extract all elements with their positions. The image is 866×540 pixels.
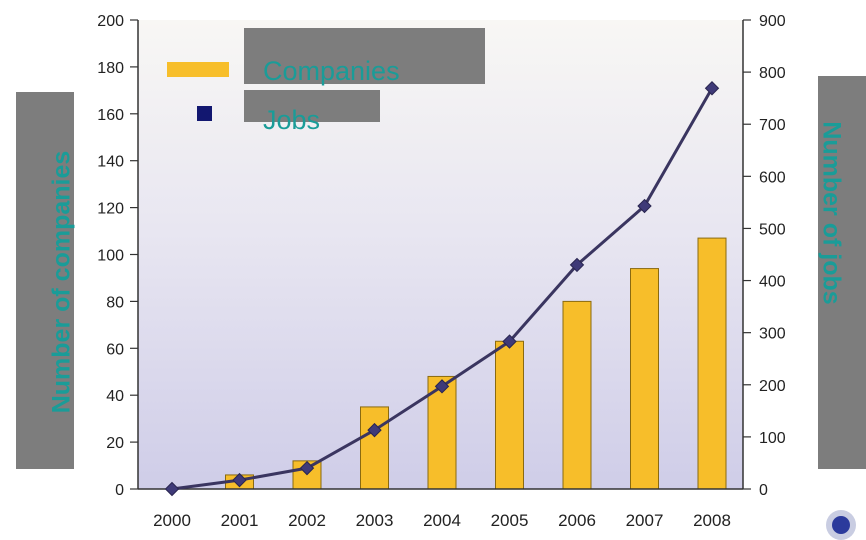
y2-tick-label-100: 100 [759,430,786,447]
y-tick-label-60: 60 [106,341,124,358]
y-tick-label-120: 120 [97,201,124,218]
x-tick-label-2005: 2005 [491,511,529,530]
y2-tick-label-900: 900 [759,13,786,30]
x-tick-label-2001: 2001 [221,511,259,530]
y-tick-label-140: 140 [97,154,124,171]
x-tick-label-2007: 2007 [626,511,664,530]
marker-jobs-2006 [569,257,585,273]
marker-jobs-2008 [704,81,720,96]
x-tick-label-2000: 2000 [153,511,191,530]
bar-companies-2005 [495,340,524,490]
bar-companies-2007 [630,268,659,490]
legend-label-companies: Companies [263,56,400,86]
marker-jobs-2003 [367,422,382,438]
legend-marker-jobs [197,106,212,121]
legend-label-box-jobs [244,90,380,122]
x-tick-label-2006: 2006 [558,511,596,530]
y2-tick-label-800: 800 [759,65,786,82]
bar-companies-2008 [697,237,727,490]
marker-jobs-2002 [299,460,315,476]
x-tick-label-2004: 2004 [423,511,461,530]
y-tick-label-0: 0 [115,482,124,499]
y2-tick-label-500: 500 [759,221,786,238]
y2-tick-label-0: 0 [759,482,768,499]
y-tick-label-160: 160 [97,107,124,124]
y-tick-label-100: 100 [97,248,124,265]
y2-tick-label-600: 600 [759,169,786,186]
x-tick-label-2003: 2003 [356,511,394,530]
marker-jobs-2001 [232,472,247,488]
y-tick-label-180: 180 [97,60,124,77]
y2-tick-label-200: 200 [759,378,786,395]
marker-jobs-2005 [502,334,517,349]
slide-nav-button[interactable] [826,510,856,540]
x-tick-label-2002: 2002 [288,511,326,530]
y2-tick-label-700: 700 [759,117,786,134]
bar-companies-2006 [562,300,592,490]
marker-jobs-2004 [434,379,450,394]
marker-jobs-2007 [637,198,652,214]
y2-axis-title-box [818,76,866,469]
legend-label-jobs: Jobs [263,105,321,135]
marker-jobs-2000 [164,481,180,497]
legend-label-box-companies [244,28,485,84]
x-tick-label-2008: 2008 [693,511,731,530]
y-tick-label-80: 80 [106,294,124,311]
y-tick-label-20: 20 [106,435,124,452]
y2-tick-label-300: 300 [759,326,786,343]
y-tick-label-40: 40 [106,388,124,405]
y-axis-title-box [16,92,74,469]
legend-swatch-companies [167,62,229,77]
y2-axis-title: Number of jobs [817,121,846,305]
y2-tick-label-400: 400 [759,274,786,291]
bar-companies-2003 [360,406,389,490]
y-axis-title: Number of companies [47,150,76,414]
y-tick-label-200: 200 [97,13,124,30]
bar-companies-2004 [427,375,457,490]
